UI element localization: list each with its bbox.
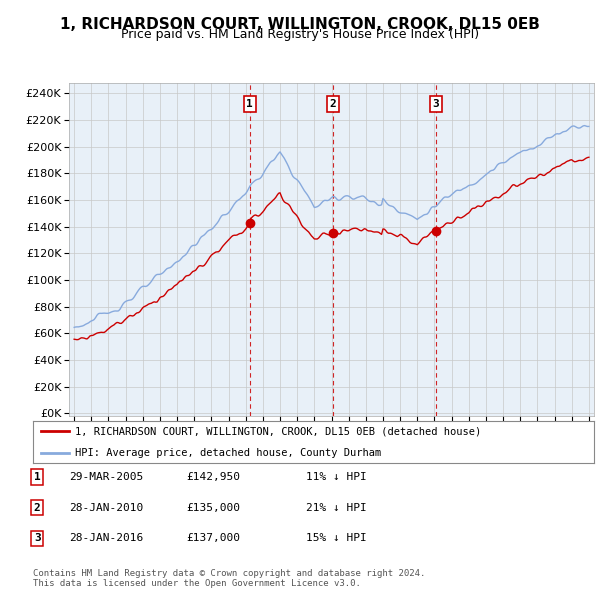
- Text: 28-JAN-2016: 28-JAN-2016: [69, 533, 143, 543]
- Text: 1: 1: [34, 472, 41, 482]
- Text: 15% ↓ HPI: 15% ↓ HPI: [306, 533, 367, 543]
- Text: 1, RICHARDSON COURT, WILLINGTON, CROOK, DL15 0EB (detached house): 1, RICHARDSON COURT, WILLINGTON, CROOK, …: [75, 427, 481, 436]
- Text: 3: 3: [433, 99, 439, 109]
- Text: 21% ↓ HPI: 21% ↓ HPI: [306, 503, 367, 513]
- Text: 2: 2: [34, 503, 41, 513]
- Text: 28-JAN-2010: 28-JAN-2010: [69, 503, 143, 513]
- Text: £137,000: £137,000: [186, 533, 240, 543]
- Text: £142,950: £142,950: [186, 472, 240, 482]
- Text: 1, RICHARDSON COURT, WILLINGTON, CROOK, DL15 0EB: 1, RICHARDSON COURT, WILLINGTON, CROOK, …: [60, 17, 540, 31]
- Text: 2: 2: [329, 99, 336, 109]
- Text: Contains HM Land Registry data © Crown copyright and database right 2024.
This d: Contains HM Land Registry data © Crown c…: [33, 569, 425, 588]
- Text: HPI: Average price, detached house, County Durham: HPI: Average price, detached house, Coun…: [75, 448, 382, 457]
- Text: Price paid vs. HM Land Registry's House Price Index (HPI): Price paid vs. HM Land Registry's House …: [121, 28, 479, 41]
- Text: 1: 1: [247, 99, 253, 109]
- Text: 29-MAR-2005: 29-MAR-2005: [69, 472, 143, 482]
- Text: £135,000: £135,000: [186, 503, 240, 513]
- Text: 3: 3: [34, 533, 41, 543]
- Text: 11% ↓ HPI: 11% ↓ HPI: [306, 472, 367, 482]
